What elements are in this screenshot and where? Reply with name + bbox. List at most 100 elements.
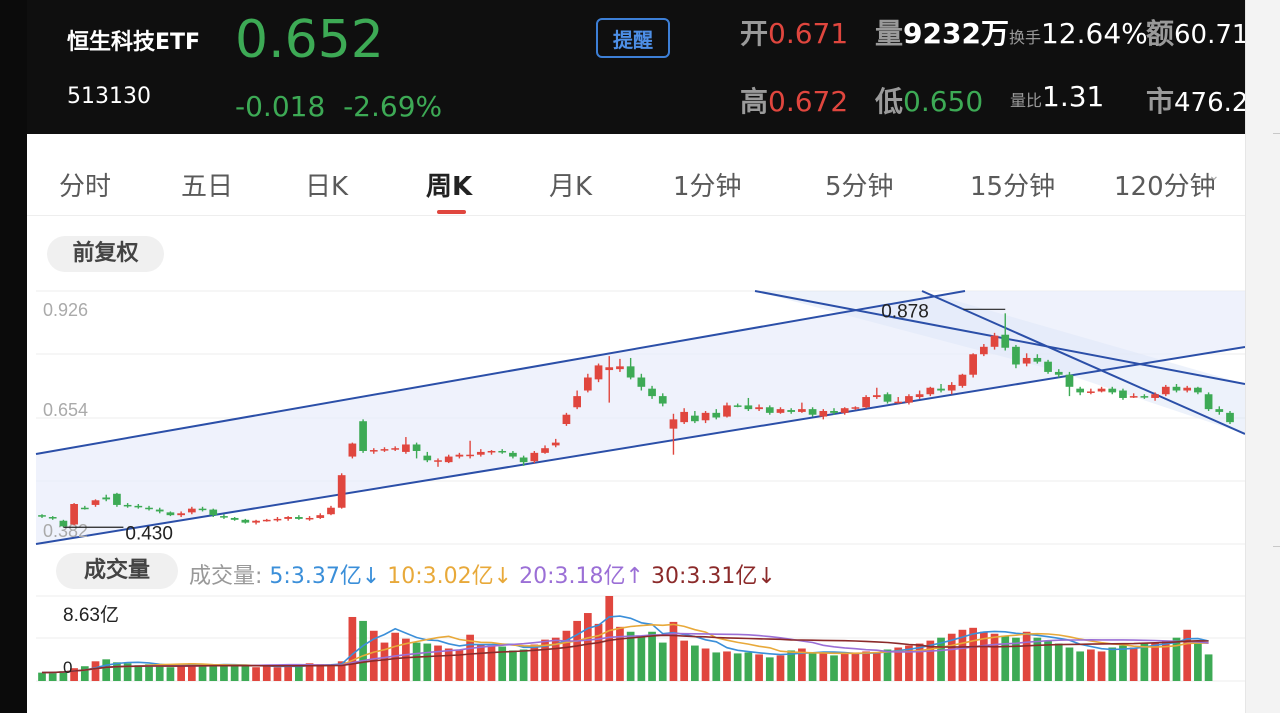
candle-body (455, 454, 464, 457)
ma30-line (41, 634, 1209, 674)
volume-bar (830, 655, 838, 681)
candle-body (787, 410, 796, 412)
active-tab-indicator (437, 210, 466, 214)
stat-amount: 额60.71 (1146, 17, 1245, 50)
candle-body (113, 493, 121, 505)
volume-bar (402, 638, 410, 681)
volume-bar (423, 643, 432, 681)
quote-header: 恒生科技ETF 513130 0.652 -0.018 -2.69% 提醒 开0… (27, 0, 1245, 134)
tab-5min[interactable]: 5分钟 (825, 172, 894, 202)
candle-body (637, 377, 646, 387)
volume-bar (305, 663, 314, 681)
kline-chart[interactable]: 0.926 0.654 0.382 0.878 0.430 8.63亿 0 (27, 0, 1245, 713)
candle-body (701, 412, 710, 421)
adjust-button[interactable]: 前复权 (47, 236, 164, 272)
volume-max-label: 8.63亿 (63, 604, 119, 626)
stat-open: 开0.671 (740, 17, 849, 50)
candle-body (1097, 388, 1106, 392)
candle-body (1065, 374, 1074, 387)
candle-body (102, 497, 111, 500)
volume-bar (1097, 651, 1106, 681)
volume-bar (1119, 645, 1127, 681)
trend-line (754, 290, 1245, 385)
volume-bar (327, 665, 335, 681)
candle-body (1012, 346, 1020, 365)
alert-button[interactable]: 提醒 (596, 18, 670, 58)
volume-bar (466, 634, 474, 681)
candle-body (830, 410, 838, 413)
candle-body (295, 517, 303, 519)
volume-bar (241, 665, 250, 681)
candle-body (926, 387, 935, 395)
tab-120min[interactable]: 120分钟 (1114, 172, 1216, 202)
candle-body (1226, 412, 1234, 423)
volume-bar (915, 643, 924, 681)
high-marker-label: 0.878 (881, 301, 929, 322)
trend-line (35, 346, 1245, 545)
candle-body (1001, 334, 1010, 348)
candle-body (1172, 386, 1181, 391)
candle-body (423, 455, 432, 461)
volume-ma-legend: 成交量: 5:3.37亿↓ 10:3.02亿↓ 20:3.18亿↑ 30:3.3… (189, 558, 776, 590)
volume-bar (701, 648, 710, 681)
volume-bar (648, 631, 656, 681)
volume-bar (937, 637, 945, 681)
volume-bar (380, 642, 389, 681)
change-percent: -2.69% (343, 90, 443, 123)
candle-body (819, 410, 828, 417)
candle-body (958, 374, 967, 386)
volume-bar (498, 646, 507, 681)
candle-body (1161, 386, 1170, 395)
tab-intraday[interactable]: 分时 (59, 172, 112, 202)
volume-bar (187, 663, 196, 681)
volume-bar (744, 652, 753, 681)
volume-bar (102, 659, 111, 681)
candle-body (476, 451, 485, 455)
volume-bar (177, 665, 185, 681)
volume-bar (1204, 654, 1213, 681)
tab-15min[interactable]: 15分钟 (970, 172, 1056, 202)
chevron-down-icon[interactable]: ⌄ (1208, 168, 1220, 184)
volume-bar (979, 631, 988, 681)
volume-bar (1161, 640, 1170, 681)
trend-line (921, 290, 1245, 435)
tab-daily-k[interactable]: 日K (305, 172, 349, 202)
candle-body (1129, 396, 1138, 398)
volume-bar (220, 664, 228, 681)
volume-bar (851, 652, 860, 681)
tab-1min[interactable]: 1分钟 (673, 172, 742, 202)
candle-body (723, 405, 731, 417)
volume-bar (38, 672, 46, 681)
volume-bar (1151, 642, 1159, 681)
volume-bar (198, 664, 207, 681)
volume-bar (691, 645, 699, 681)
volume-bar (1172, 637, 1181, 681)
volume-bar (733, 653, 742, 681)
volume-bar (551, 637, 560, 681)
volume-bar (1108, 647, 1117, 681)
candle-body (220, 516, 228, 518)
volume-bar (712, 652, 721, 681)
price-change: -0.018 -2.69% (235, 90, 442, 123)
candle-body (391, 448, 400, 450)
volume-bar (1183, 629, 1192, 681)
tab-monthly-k[interactable]: 月K (549, 172, 593, 202)
volume-bar (1065, 647, 1074, 681)
volume-bar (798, 648, 806, 681)
volume-bar (680, 640, 689, 681)
tab-five-day[interactable]: 五日 (181, 172, 234, 202)
low-marker-label: 0.430 (125, 523, 173, 544)
volume-bar (519, 649, 528, 681)
candle-body (402, 444, 410, 452)
volume-bar (1033, 637, 1042, 681)
volume-bar (541, 639, 549, 681)
volume-indicator-button[interactable]: 成交量 (56, 553, 178, 589)
period-tabs: 分时 五日 日K 周K 月K 1分钟 5分钟 15分钟 120分钟 (27, 134, 1245, 216)
candle-body (1215, 409, 1224, 412)
tab-weekly-k[interactable]: 周K (426, 172, 473, 202)
volume-bar (862, 651, 870, 681)
candle-body (1204, 394, 1213, 410)
candle-body (562, 414, 571, 425)
stat-high: 高0.672 (740, 85, 849, 118)
stat-volume: 量9232万换手12.64% (875, 17, 1148, 50)
